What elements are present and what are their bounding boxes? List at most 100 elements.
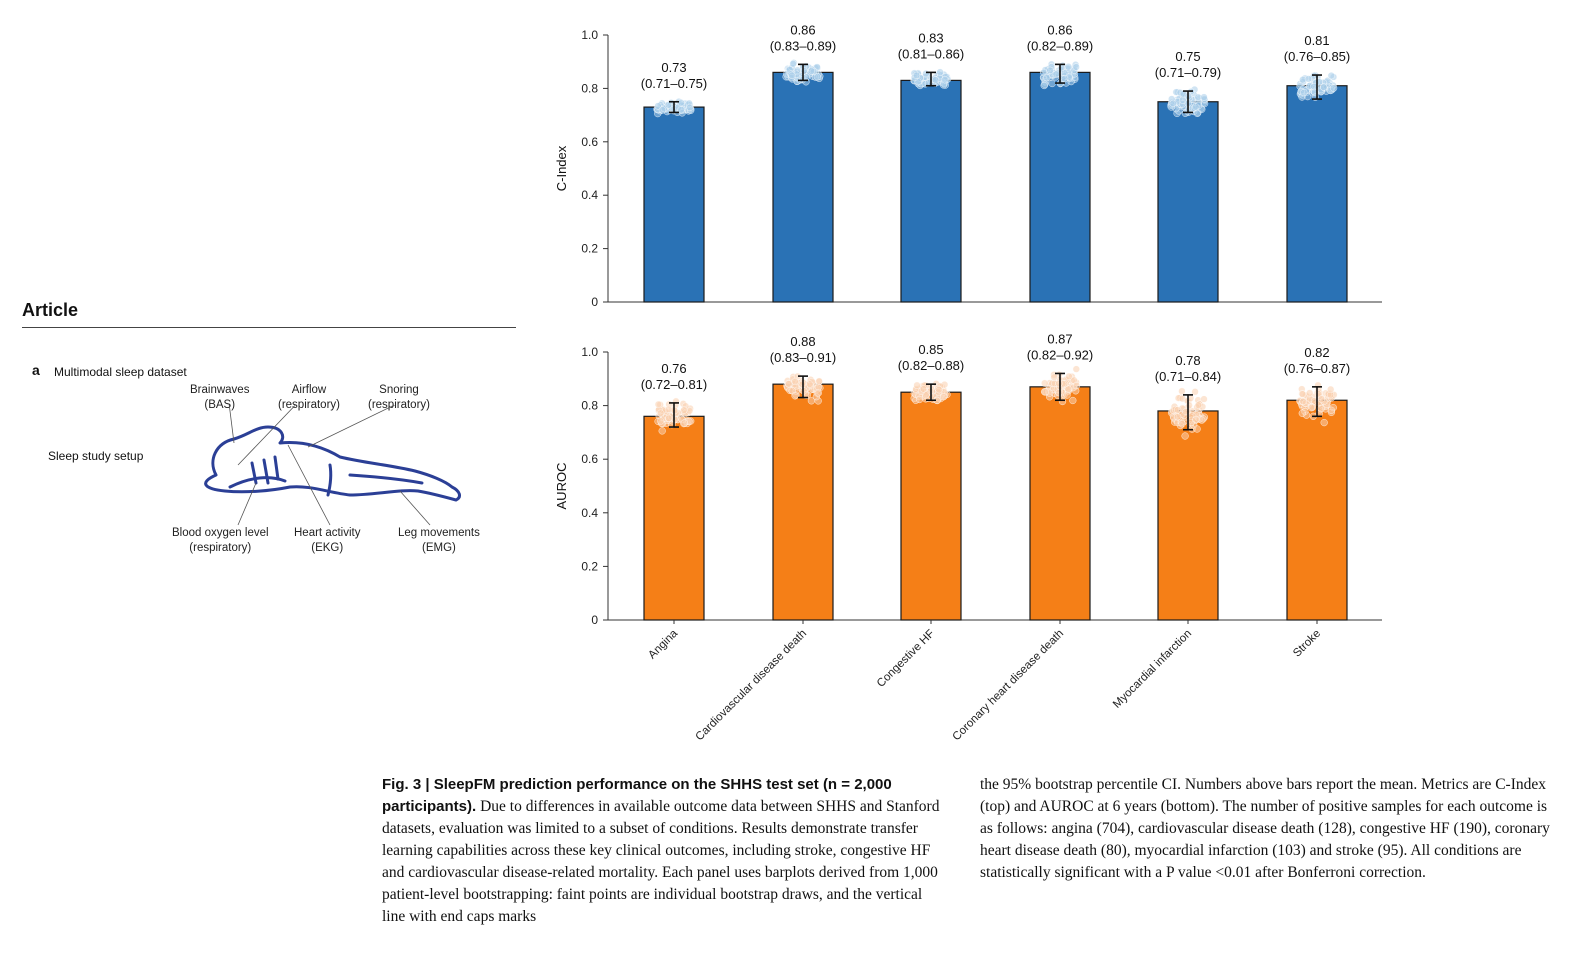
y-tick-label: 0 [591,295,598,309]
y-tick-label: 0 [591,613,598,627]
bootstrap-point [677,106,685,114]
label-snoring: Snoring (respiratory) [368,384,430,411]
bootstrap-point [935,386,943,394]
bootstrap-point [1063,391,1071,399]
y-tick-label: 0.2 [581,559,598,573]
bootstrap-point [657,409,665,417]
bootstrap-point [1298,409,1306,417]
bootstrap-point [815,377,823,385]
y-tick-label: 0.2 [581,242,598,256]
bootstrap-point [658,427,666,435]
ci-label: (0.83–0.89) [770,38,837,53]
bootstrap-point [1320,419,1328,427]
bar [1157,410,1219,621]
bootstrap-point [922,69,930,78]
bootstrap-point [1307,404,1316,412]
value-label: 0.75 [1175,49,1200,64]
label-blood-oxygen: Blood oxygen level (respiratory) [172,527,269,554]
bootstrap-point [806,380,814,388]
bootstrap-point [1055,389,1063,397]
bootstrap-point [665,414,673,422]
bootstrap-point [1065,372,1073,381]
ci-label: (0.82–0.92) [1027,347,1094,362]
value-label: 0.86 [1047,22,1072,37]
bootstrap-point [802,73,811,81]
sleeping-person-illustration [204,405,461,526]
label-brainwaves: Brainwaves (BAS) [190,384,250,411]
bootstrap-point [658,106,667,114]
y-tick-label: 0.8 [581,81,598,95]
article-divider [22,327,516,328]
value-label: 0.81 [1304,33,1329,48]
x-tick-label: Coronary heart disease death [950,628,1066,744]
bootstrap-point [686,103,694,112]
y-tick-label: 0.4 [581,188,598,202]
bootstrap-point [941,76,949,84]
bootstrap-point [657,417,665,425]
panel-title: Multimodal sleep dataset [54,365,187,379]
bootstrap-point [1299,397,1307,406]
bootstrap-point [1320,83,1328,91]
bootstrap-point [664,101,673,109]
y-tick-label: 0.6 [581,135,598,149]
bootstrap-point [1192,416,1200,424]
ci-label: (0.82–0.89) [1027,38,1094,53]
ci-label: (0.71–0.84) [1155,369,1222,384]
figure-caption-right: the 95% bootstrap percentile CI. Numbers… [980,774,1550,884]
bootstrap-point [1169,99,1177,108]
bootstrap-point [1055,380,1063,388]
y-tick-label: 1.0 [581,28,598,42]
label-leg-movements: Leg movements (EMG) [398,527,480,554]
bar [1029,386,1091,621]
bootstrap-point [1048,79,1056,88]
ci-label: (0.76–0.87) [1284,361,1351,376]
label-heart-activity: Heart activity (EKG) [294,527,361,554]
value-label: 0.76 [661,361,686,376]
bootstrap-point [1072,365,1080,373]
bootstrap-point [1072,63,1080,71]
value-label: 0.83 [918,30,943,45]
bootstrap-point [1050,373,1058,381]
bootstrap-point [677,99,685,107]
bar [772,71,834,303]
caption-left-text: Due to differences in available outcome … [382,798,940,925]
bootstrap-point [919,385,928,393]
caption-title: Fig. 3 | SleepFM prediction performance … [382,776,892,815]
bootstrap-point [791,377,799,386]
bootstrap-point [1306,389,1314,397]
bar [1286,85,1348,303]
bootstrap-point [1064,63,1073,71]
bar [1286,399,1348,621]
bootstrap-point [654,400,663,409]
bootstrap-point [1193,109,1202,118]
bootstrap-point [814,389,822,397]
x-tick-label: Cardiovascular disease death [693,628,809,744]
bootstrap-point [1040,81,1048,90]
bootstrap-point [1327,71,1335,80]
y-tick-label: 0.6 [581,452,598,466]
bootstrap-point [1181,432,1189,440]
bootstrap-point [1069,396,1077,405]
bootstrap-point [936,68,944,76]
bar [900,79,962,303]
bootstrap-point [1043,73,1051,82]
label-airflow: Airflow (respiratory) [278,384,340,411]
bootstrap-point [680,406,688,414]
bootstrap-point [1317,395,1326,403]
bootstrap-point [791,392,799,400]
ci-label: (0.81–0.86) [898,46,965,61]
bootstrap-point [1185,401,1193,410]
bootstrap-point [1057,63,1066,72]
bootstrap-point [1329,84,1338,92]
ci-label: (0.83–0.91) [770,350,837,365]
bootstrap-point [1041,388,1049,396]
bootstrap-point [940,393,948,401]
bootstrap-point [915,395,924,404]
caption-right-text: the 95% bootstrap percentile CI. Numbers… [980,776,1550,881]
ci-label: (0.71–0.75) [641,76,708,91]
bootstrap-point [1314,381,1322,389]
value-label: 0.73 [661,60,686,75]
bootstrap-point [1317,405,1325,413]
bootstrap-point [1052,70,1060,78]
bar [1157,101,1219,303]
